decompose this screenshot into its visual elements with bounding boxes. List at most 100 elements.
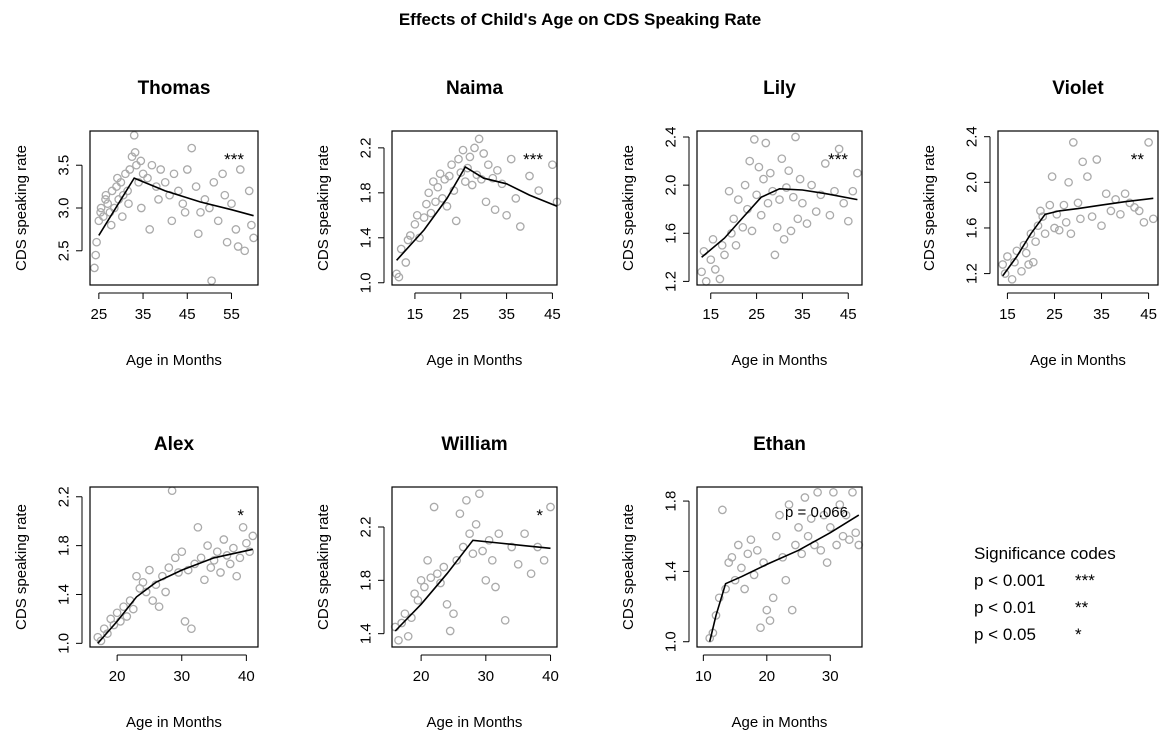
data-point	[802, 219, 812, 228]
data-point	[825, 523, 835, 532]
data-point	[206, 563, 216, 572]
data-point	[101, 195, 110, 204]
legend-label-1: p < 0.01	[974, 598, 1036, 617]
data-point	[156, 165, 166, 174]
y-tick-label: 2.4	[964, 126, 981, 147]
data-point	[759, 174, 768, 184]
panel-1: Naima 15 25 35 45 1.0 1.4 1.8 2.2 Age in Months CD…	[315, 78, 562, 369]
data-point	[1083, 172, 1092, 181]
data-point	[193, 522, 203, 532]
data-point	[1101, 189, 1111, 199]
data-point	[245, 547, 254, 557]
y-tick-label: 1.0	[56, 633, 73, 654]
data-point	[1026, 229, 1036, 239]
data-point	[193, 229, 203, 239]
data-point	[848, 186, 858, 196]
data-point	[851, 528, 861, 538]
data-point	[784, 500, 794, 509]
data-point	[420, 582, 429, 592]
significance-annotation: **	[1131, 150, 1145, 169]
significance-annotation: ***	[224, 150, 244, 169]
data-point	[444, 171, 454, 181]
data-point	[471, 519, 481, 529]
data-point	[788, 192, 798, 202]
data-point	[843, 216, 853, 226]
plot-frame	[696, 486, 863, 648]
data-point	[442, 201, 452, 211]
data-point	[520, 529, 529, 539]
panel-title-0: Thomas	[138, 78, 211, 99]
data-point	[803, 531, 813, 541]
y-tick-label: 2.2	[55, 486, 72, 507]
y-tick-label: 1.4	[357, 623, 374, 644]
data-point	[811, 207, 821, 216]
x-tick-label: 55	[223, 306, 240, 323]
data-point	[714, 593, 724, 603]
data-point	[754, 162, 764, 172]
data-point	[154, 602, 164, 612]
data-point	[483, 160, 493, 170]
data-point	[844, 535, 854, 545]
plot-frame	[391, 486, 558, 648]
data-point	[834, 144, 844, 154]
data-point	[761, 138, 771, 148]
x-tick-label: 35	[1093, 306, 1110, 323]
x-tick-label: 30	[822, 668, 839, 685]
data-point	[233, 242, 243, 251]
data-point	[806, 514, 816, 523]
data-point	[212, 547, 222, 557]
y-tick-label: 1.4	[357, 227, 374, 248]
data-point	[731, 240, 741, 250]
data-point	[148, 596, 158, 605]
data-point	[1000, 269, 1010, 278]
data-point	[1087, 212, 1097, 221]
data-point	[515, 222, 525, 231]
data-point	[240, 246, 250, 256]
data-point	[225, 559, 235, 569]
panel-title-4: Alex	[154, 434, 195, 455]
data-point	[502, 210, 511, 220]
data-point	[191, 182, 201, 191]
data-point	[740, 584, 749, 594]
data-point	[771, 531, 781, 541]
data-point	[431, 197, 440, 207]
data-point	[813, 487, 822, 497]
data-point	[429, 502, 439, 512]
data-point	[138, 169, 148, 179]
data-point	[167, 486, 177, 496]
data-point	[101, 190, 111, 200]
data-point	[196, 207, 205, 217]
data-point	[494, 529, 504, 539]
data-point	[816, 545, 826, 555]
data-point	[1052, 209, 1062, 219]
data-point	[539, 555, 549, 565]
data-point	[229, 543, 238, 553]
data-point	[419, 213, 429, 222]
data-point	[1033, 221, 1043, 231]
data-point	[481, 575, 491, 585]
y-axis-title: CDS speaking rate	[620, 145, 637, 271]
data-point	[209, 555, 219, 565]
data-point	[484, 535, 494, 545]
data-point	[123, 186, 132, 196]
data-point	[174, 568, 183, 577]
data-point	[706, 255, 716, 265]
data-point	[113, 173, 122, 183]
panel-4: Alex 20 30 40 1.0 1.4 1.8 2.2 Age in Months CDS s…	[13, 434, 259, 731]
data-point	[1061, 217, 1071, 227]
fit-line	[98, 177, 254, 236]
data-point	[1139, 217, 1149, 227]
data-point	[1031, 237, 1040, 247]
data-point	[178, 199, 188, 209]
data-point	[138, 577, 148, 587]
x-tick-label: 45	[544, 306, 561, 323]
data-point	[1028, 257, 1038, 267]
data-point	[145, 565, 154, 575]
data-point	[161, 587, 170, 597]
significance-annotation: p = 0.066	[785, 504, 848, 521]
legend-label-0: p < 0.001	[974, 571, 1045, 590]
data-point	[511, 194, 521, 203]
data-point	[729, 214, 739, 224]
data-point	[756, 623, 765, 633]
data-point	[839, 198, 849, 208]
